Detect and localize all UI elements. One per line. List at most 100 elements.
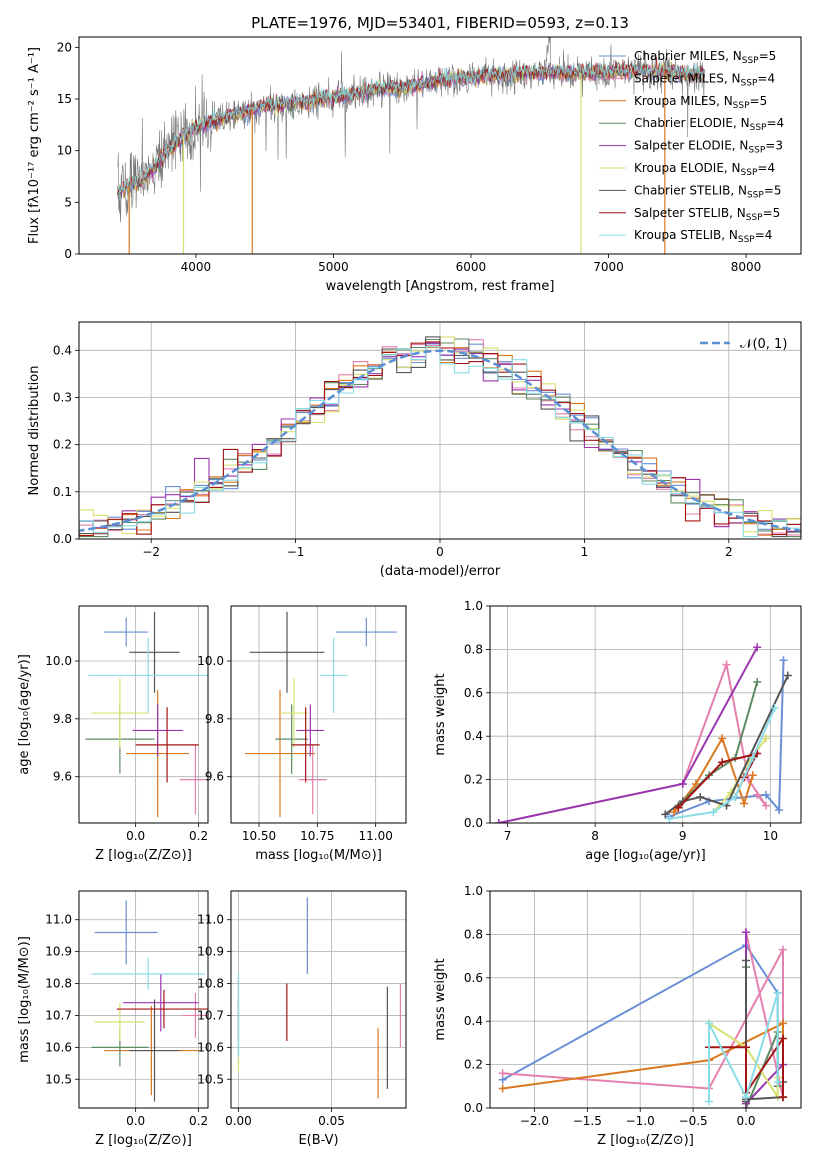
weight-marker-4 [494, 819, 503, 823]
x-tick-label: −1 [287, 545, 305, 559]
y-tick-label: 11.0 [45, 913, 72, 927]
panel-mass-vs-ebv: 0.00 0.05 10.5 10.6 10.7 10.8 10.9 11.0 E(B-V) [197, 890, 407, 1148]
model-spectrum-8 [117, 61, 706, 194]
x-axis-label: Z [log₁₀(Z/Z⊙)] [95, 1133, 192, 1148]
y-tick-label: 9.6 [205, 770, 224, 784]
x-tick-label: 6000 [456, 260, 487, 274]
x-axis-label: Z [log₁₀(Z/Z⊙)] [597, 1133, 694, 1148]
y-tick-label: 0.4 [464, 1014, 483, 1028]
chart-title: PLATE=1976, MJD=53401, FIBERID=0593, z=0… [251, 14, 629, 32]
x-tick-label: 2 [725, 545, 733, 559]
y-tick-label: 0.2 [464, 773, 483, 787]
y-axis-label: mass [log₁₀(M/M⊙)] [17, 936, 32, 1063]
histogram-step-8 [79, 346, 801, 538]
weight-marker-1 [779, 945, 788, 954]
weight-line-6 [664, 674, 789, 816]
y-tick-label: 1.0 [464, 599, 483, 613]
weight-marker-1 [722, 660, 731, 669]
weight-marker-4 [741, 928, 750, 937]
weight-marker-7 [674, 803, 683, 812]
weight-marker-7 [741, 1043, 750, 1052]
weight-marker-1 [498, 1069, 507, 1078]
y-tick-label: 0.0 [464, 816, 483, 830]
weight-marker-8 [748, 753, 757, 762]
y-tick-label: 10.9 [45, 945, 72, 959]
plot-area [85, 611, 208, 818]
y-axis-label: age [log₁₀(age/yr)] [17, 654, 32, 775]
axes-frame: 0.0 0.2 9.6 9.8 10.0 Z [log₁₀(Z/Z⊙)] age [log₁… [17, 605, 209, 863]
x-tick-label: 9 [679, 829, 687, 843]
x-axis-label: E(B-V) [298, 1133, 338, 1148]
x-axis-label: Z [log₁₀(Z/Z⊙)] [95, 848, 192, 863]
weight-line-3 [677, 681, 759, 807]
axes-frame: 0.0 0.2 10.5 10.6 10.7 10.8 10.9 11.0 Z [log₁₀(Z… [17, 890, 209, 1148]
weight-marker-7 [779, 1093, 788, 1102]
legend-entry: Kroupa ELODIE, NSSP=4 [634, 161, 775, 178]
x-tick-label: −2.0 [520, 1114, 549, 1128]
x-axis-label: age [log₁₀(age/yr)] [585, 848, 706, 863]
weight-marker-1 [753, 790, 762, 799]
plot-area [91, 900, 208, 1102]
y-tick-label: 9.6 [53, 770, 72, 784]
weight-marker-6 [696, 792, 705, 801]
axes-frame: −2 −1 0 1 2 0.0 0.1 0.2 0.3 0.4 (data-model)/error… [27, 321, 802, 579]
y-tick-label: 0.1 [53, 485, 72, 499]
axes-box [78, 36, 802, 255]
x-tick-label: 0.2 [189, 829, 208, 843]
weight-marker-2 [498, 1084, 507, 1093]
x-tick-label: 0.0 [126, 829, 145, 843]
axes-frame: 4000 5000 6000 7000 8000 0 5 10 15 20 wavelength [… [27, 14, 802, 294]
normal-reference-curve [79, 349, 801, 532]
x-axis-label: wavelength [Angstrom, rest frame] [326, 279, 555, 294]
y-tick-label: 0.6 [464, 686, 483, 700]
panel-weight-vs-age: 7 8 9 10 0.0 0.2 0.4 0.6 0.8 1.0 age [log₁₀(age/yr… [433, 599, 802, 863]
plot-area [498, 928, 788, 1108]
y-tick-label: 0.8 [464, 642, 483, 656]
y-tick-label: 10.6 [197, 1040, 224, 1054]
spectrum-legend: Chabrier MILES, NSSP=5 Salpeter MILES, NS… [599, 49, 784, 245]
weight-line-4 [498, 646, 759, 823]
axes-frame: −2.0 −1.5 −1.0 −0.5 0.0 0.0 0.2 0.4 0.6 0.8 1.0 Z [… [433, 884, 802, 1148]
axes-box [230, 605, 407, 824]
x-tick-label: 0.0 [736, 1114, 755, 1128]
y-tick-label: 0.4 [53, 343, 72, 357]
weight-marker-8 [741, 1093, 750, 1102]
weight-marker-2 [691, 779, 700, 788]
weight-marker-8 [731, 792, 740, 801]
legend-entry: Kroupa STELIB, NSSP=4 [634, 228, 772, 245]
y-axis-label: Flux [fλ10⁻¹⁷ erg cm⁻² s⁻¹ A⁻¹] [27, 47, 42, 244]
x-axis-label: mass [log₁₀(M/M⊙)] [255, 848, 382, 863]
model-spectrum-7 [117, 56, 706, 194]
y-tick-label: 0.8 [464, 927, 483, 941]
y-tick-label: 1.0 [464, 884, 483, 898]
panel-mass-vs-z: 0.0 0.2 10.5 10.6 10.7 10.8 10.9 11.0 Z [log₁₀(Z… [17, 890, 209, 1148]
weight-marker-2 [718, 734, 727, 743]
panel-spectrum: 4000 5000 6000 7000 8000 0 5 10 15 20 wavelength [… [27, 14, 802, 294]
x-tick-label: 10.75 [300, 829, 334, 843]
y-tick-label: 10.6 [45, 1040, 72, 1054]
y-tick-label: 10.0 [45, 654, 72, 668]
x-tick-label: 10 [763, 829, 778, 843]
axes-box [78, 605, 209, 824]
panel-age-vs-z: 0.0 0.2 9.6 9.8 10.0 Z [log₁₀(Z/Z⊙)] age [log₁… [17, 605, 209, 863]
y-tick-label: 9.8 [53, 712, 72, 726]
y-tick-label: 0.0 [53, 532, 72, 546]
weight-marker-8 [709, 808, 718, 817]
x-tick-label: 8 [591, 829, 599, 843]
panel-residual-histogram: −2 −1 0 1 2 0.0 0.1 0.2 0.3 0.4 (data-model)/error… [27, 321, 802, 579]
x-tick-label: 10.50 [242, 829, 276, 843]
y-tick-label: 10.0 [197, 654, 224, 668]
y-axis-label: mass weight [433, 673, 448, 755]
x-tick-label: 7 [504, 829, 512, 843]
weight-line-5 [708, 1022, 779, 1101]
x-tick-label: 4000 [181, 260, 212, 274]
weight-marker-6 [661, 810, 670, 819]
panel-weight-vs-z: −2.0 −1.5 −1.0 −0.5 0.0 0.0 0.2 0.4 0.6 0.8 1.0 Z [… [433, 884, 802, 1148]
weight-marker-8 [773, 1077, 782, 1086]
axes-frame: 10.50 10.75 11.00 9.6 9.8 10.0 mass [log₁₀(M/M… [197, 605, 407, 863]
weight-marker-4 [753, 643, 762, 652]
weight-marker-2 [740, 799, 749, 808]
legend-entry: Chabrier ELODIE, NSSP=4 [634, 116, 784, 133]
weight-line-1 [502, 931, 784, 1098]
